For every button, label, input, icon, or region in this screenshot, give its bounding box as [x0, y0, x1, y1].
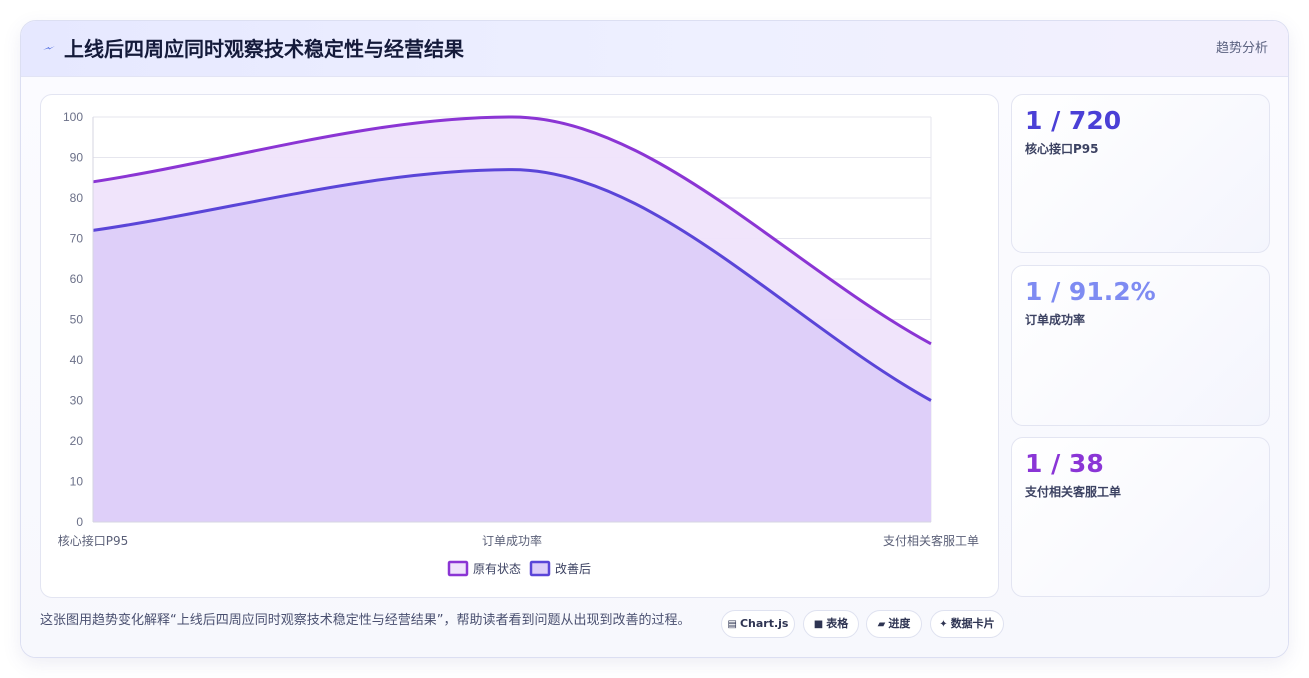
chip-label: 数据卡片: [950, 617, 995, 630]
y-tick-label: 80: [70, 191, 84, 205]
y-tick-label: 10: [70, 475, 84, 489]
bolt-icon: [43, 46, 55, 50]
stat-value: 1 / 91.2%: [1025, 277, 1156, 306]
y-tick-label: 40: [70, 353, 84, 367]
axis-layer: 0 10 20 30 40 50 60 70 80 90 100 核心接口P95 订单成功率 支付相关客服…: [58, 110, 979, 548]
legend-label: 改善后: [555, 561, 591, 576]
stat-value: 1 / 720: [1025, 106, 1122, 135]
legend-label: 原有状态: [473, 562, 521, 576]
chart-panel: 0 10 20 30 40 50 60 70 80 90 100 核心接口P95 订单成功率 支付相关客服…: [40, 94, 999, 598]
table-icon: ■: [813, 619, 824, 630]
card-header: 上线后四周应同时观察技术稳定性与经营结果 趋势分析: [21, 21, 1288, 77]
stat-label: 订单成功率: [1025, 313, 1086, 327]
legend-swatch: [447, 560, 469, 577]
y-tick-label: 50: [70, 313, 84, 327]
y-tick-label: 90: [70, 151, 84, 165]
chip-progress[interactable]: ▰ 进度: [866, 610, 922, 638]
y-tick-label: 70: [70, 232, 84, 246]
progress-icon: ▰: [877, 619, 886, 630]
card-title: 上线后四周应同时观察技术稳定性与经营结果: [64, 37, 464, 61]
chart-icon: ▤: [727, 619, 737, 630]
stat-value: 1 / 38: [1025, 449, 1104, 478]
chip-label: 表格: [826, 617, 849, 630]
card-tag: 趋势分析: [1215, 41, 1268, 56]
y-tick-label: 30: [70, 394, 84, 408]
stat-label: 核心接口P95: [1025, 142, 1099, 156]
line-series-1: [92, 115, 932, 346]
legend-swatch: [529, 560, 551, 577]
y-tick-label: 20: [70, 434, 84, 448]
chip-data-card[interactable]: ✦ 数据卡片: [930, 610, 1004, 638]
y-tick-label: 60: [70, 272, 84, 286]
stat-label: 支付相关客服工单: [1025, 485, 1122, 499]
area-layer: [93, 117, 931, 522]
y-tick-label: 0: [76, 515, 83, 529]
area-chart: 0 10 20 30 40 50 60 70 80 90 100 核心接口P95 订单成功率 支付相关客服…: [58, 110, 979, 577]
x-tick-label: 核心接口P95: [58, 533, 129, 548]
chart-card: 上线后四周应同时观察技术稳定性与经营结果 趋势分析 0 10 20 30 40 50 60 7…: [20, 20, 1289, 658]
stat-card-success-rate: 1 / 91.2% 订单成功率: [1011, 265, 1270, 426]
chart-caption: 这张图用趋势变化解释“上线后四周应同时观察技术稳定性与经营结果”，帮助读者看到问…: [40, 613, 691, 628]
x-tick-label: 支付相关客服工单: [883, 533, 979, 548]
chip-chartjs[interactable]: ▤ Chart.js: [721, 610, 795, 638]
card-icon: ✦: [939, 619, 948, 630]
stat-card-p95: 1 / 720 核心接口P95: [1011, 94, 1270, 253]
chip-label: 进度: [888, 617, 911, 630]
line-series-2: [92, 168, 932, 402]
chip-table[interactable]: ■ 表格: [803, 610, 859, 638]
stat-card-tickets: 1 / 38 支付相关客服工单: [1011, 437, 1270, 597]
y-tick-label: 100: [63, 110, 83, 124]
card-body: 0 10 20 30 40 50 60 70 80 90 100 核心接口P95 订单成功率 支付相关客服…: [21, 77, 1288, 657]
legend-layer: 原有状态 改善后: [447, 560, 591, 577]
line-layer: [92, 115, 932, 402]
area-fill-series-2: [93, 169, 931, 522]
x-tick-label: 订单成功率: [482, 533, 542, 548]
chip-label: Chart.js: [739, 617, 789, 630]
